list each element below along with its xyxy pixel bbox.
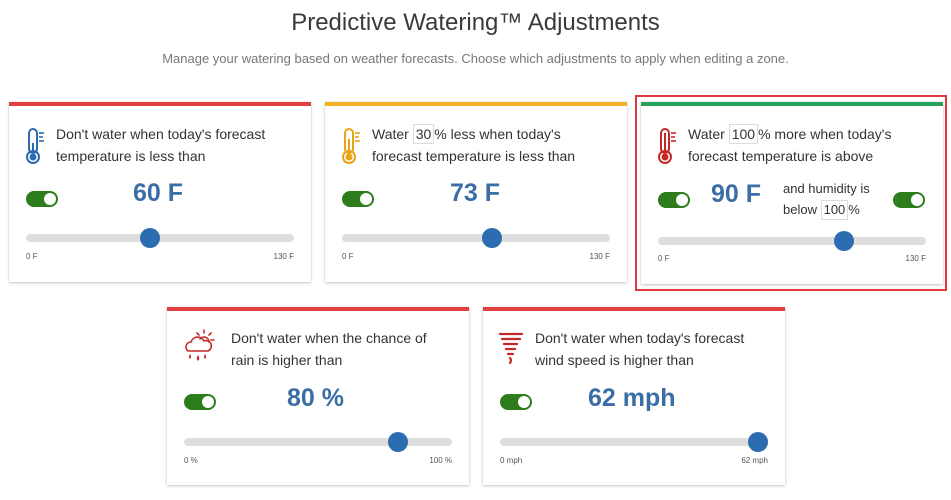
threshold-slider-track[interactable] bbox=[500, 432, 768, 452]
threshold-slider-track[interactable] bbox=[342, 228, 610, 248]
card-description: Don't water when today's forecast temper… bbox=[56, 126, 266, 164]
card-color-bar bbox=[483, 307, 785, 311]
percent-input[interactable]: 30 bbox=[412, 124, 435, 144]
percent-input[interactable]: 100 bbox=[728, 124, 759, 144]
card-description: Don't water when today's forecast wind s… bbox=[535, 330, 745, 368]
desc-suffix: % more when today's forecast temperature… bbox=[688, 126, 892, 164]
threshold-slider-track[interactable] bbox=[658, 231, 926, 251]
card-description: Water 30% less when today's forecast tem… bbox=[372, 123, 607, 167]
toggle-knob bbox=[360, 193, 372, 205]
card-low-temperature: Don't water when today's forecast temper… bbox=[9, 102, 311, 282]
desc-prefix: Water bbox=[372, 126, 409, 142]
card-reduce-watering: Water 30% less when today's forecast tem… bbox=[325, 102, 627, 282]
slider-thumb[interactable] bbox=[482, 228, 503, 248]
card-wind-speed: Don't water when today's forecast wind s… bbox=[483, 307, 785, 485]
card-color-bar bbox=[325, 102, 627, 106]
threshold-value: 80 % bbox=[287, 384, 344, 412]
desc-prefix: Water bbox=[688, 126, 725, 142]
toggle-knob bbox=[518, 396, 530, 408]
threshold-slider-track[interactable] bbox=[26, 228, 294, 248]
selection-highlight bbox=[635, 95, 947, 291]
card-description: Don't water when the chance of rain is h… bbox=[231, 330, 427, 368]
thermometer-cold-icon bbox=[26, 128, 44, 164]
slider-min-label: 0 mph bbox=[500, 456, 523, 465]
slider-max-label: 130 F bbox=[589, 252, 610, 261]
card-description: Water 100% more when today's forecast te… bbox=[688, 123, 923, 167]
slider-thumb[interactable] bbox=[388, 432, 409, 452]
humidity-text: and humidity is below bbox=[783, 181, 870, 217]
enable-toggle[interactable] bbox=[26, 191, 58, 207]
tornado-icon bbox=[498, 332, 524, 365]
enable-toggle[interactable] bbox=[500, 394, 532, 410]
slider-thumb[interactable] bbox=[748, 432, 768, 452]
card-increase-watering: Water 100% more when today's forecast te… bbox=[641, 102, 943, 284]
humidity-condition: and humidity is below 100% bbox=[783, 178, 887, 220]
card-color-bar bbox=[641, 102, 943, 106]
threshold-slider-track[interactable] bbox=[184, 432, 452, 452]
threshold-value: 62 mph bbox=[588, 384, 676, 412]
slider-thumb[interactable] bbox=[833, 231, 854, 251]
toggle-knob bbox=[44, 193, 56, 205]
thermometer-warm-icon bbox=[342, 128, 360, 164]
humidity-input[interactable]: 100 bbox=[820, 200, 849, 220]
slider-max-label: 130 F bbox=[905, 254, 926, 263]
card-color-bar bbox=[167, 307, 469, 311]
humidity-unit: % bbox=[848, 202, 860, 217]
toggle-knob bbox=[202, 396, 214, 408]
slider-thumb[interactable] bbox=[139, 228, 160, 248]
enable-toggle[interactable] bbox=[658, 192, 690, 208]
slider-min-label: 0 F bbox=[658, 254, 670, 263]
slider-min-label: 0 F bbox=[342, 252, 354, 261]
threshold-value: 90 F bbox=[711, 180, 762, 208]
desc-suffix: % less when today's forecast temperature… bbox=[372, 126, 576, 164]
toggle-knob bbox=[911, 194, 923, 206]
thermometer-hot-icon bbox=[658, 128, 676, 164]
rain-cloud-icon bbox=[185, 329, 215, 361]
card-rain-chance: Don't water when the chance of rain is h… bbox=[167, 307, 469, 485]
slider-min-label: 0 % bbox=[184, 456, 198, 465]
slider-max-label: 62 mph bbox=[741, 456, 768, 465]
threshold-value: 60 F bbox=[133, 179, 184, 207]
enable-toggle[interactable] bbox=[184, 394, 216, 410]
toggle-knob bbox=[676, 194, 688, 206]
card-color-bar bbox=[9, 102, 311, 106]
page-title: Predictive Watering™ Adjustments bbox=[291, 9, 660, 36]
enable-toggle[interactable] bbox=[342, 191, 374, 207]
humidity-toggle[interactable] bbox=[893, 192, 925, 208]
slider-min-label: 0 F bbox=[26, 252, 38, 261]
page-subtitle: Manage your watering based on weather fo… bbox=[162, 51, 789, 66]
threshold-value: 73 F bbox=[450, 179, 501, 207]
slider-max-label: 100 % bbox=[429, 456, 452, 465]
slider-max-label: 130 F bbox=[273, 252, 294, 261]
